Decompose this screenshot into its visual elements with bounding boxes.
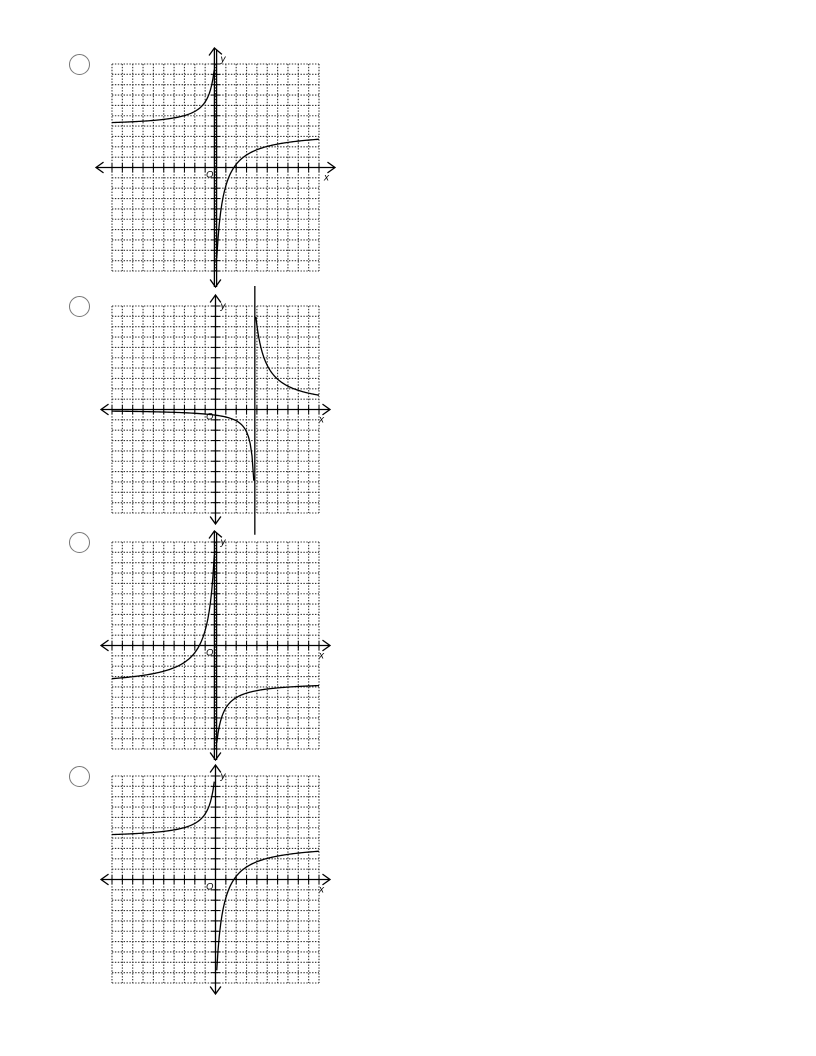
svg-text:x: x <box>318 415 325 426</box>
svg-text:y: y <box>220 54 227 65</box>
svg-text:y: y <box>220 301 227 312</box>
svg-text:x: x <box>318 885 325 896</box>
svg-text:O: O <box>206 170 214 181</box>
svg-text:y: y <box>220 537 227 548</box>
svg-text:O: O <box>206 647 214 658</box>
svg-text:x: x <box>323 173 330 184</box>
svg-text:y: y <box>220 771 227 782</box>
svg-text:O: O <box>206 412 214 423</box>
svg-text:x: x <box>318 650 325 661</box>
svg-text:O: O <box>206 882 214 893</box>
